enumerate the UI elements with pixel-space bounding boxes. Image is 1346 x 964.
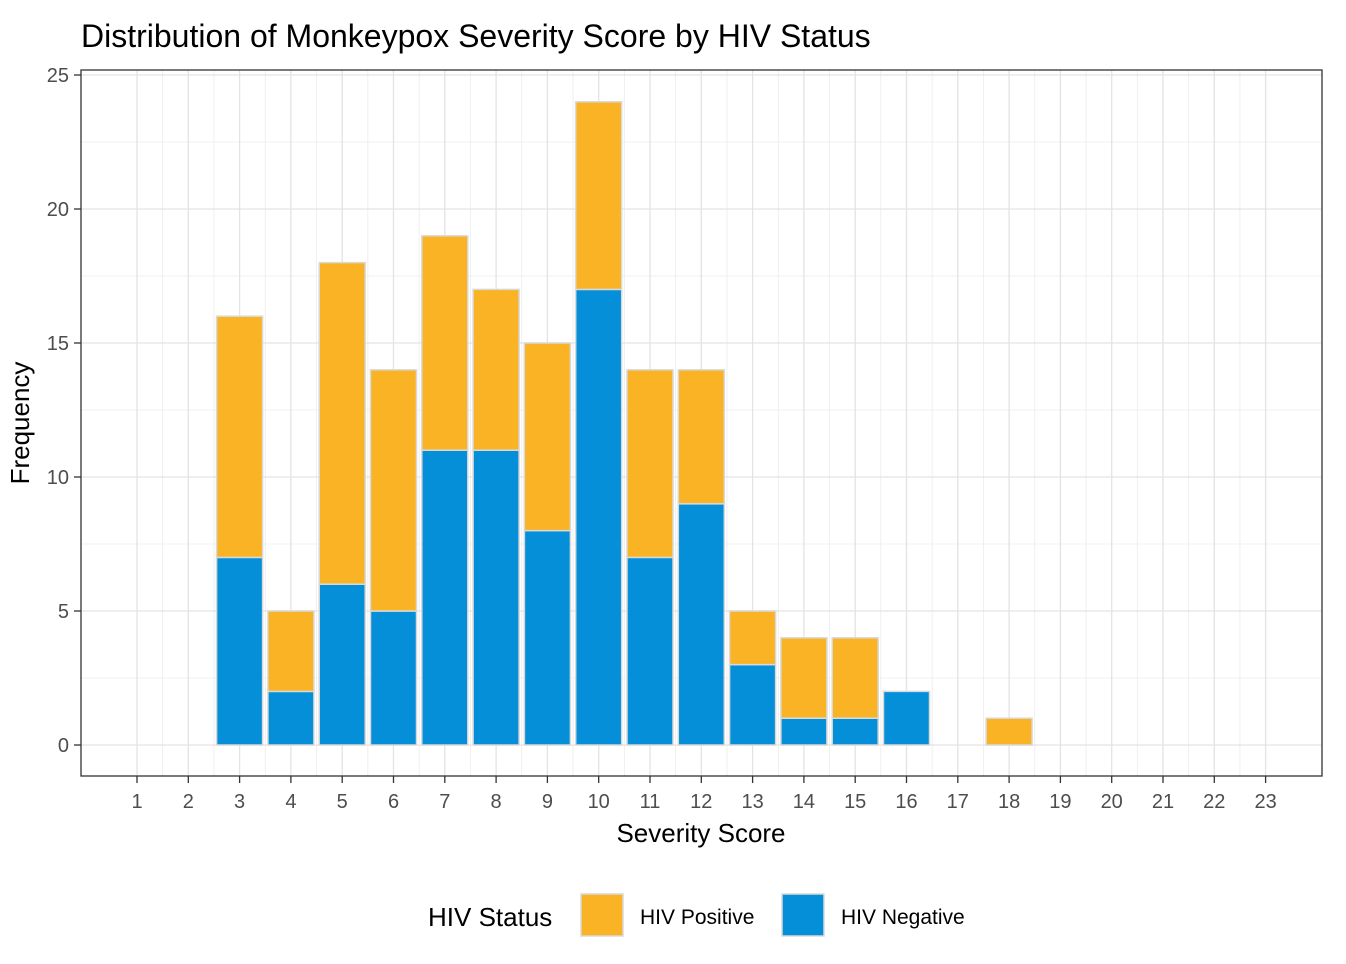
x-tick-label: 9	[542, 791, 553, 813]
bar-hiv-negative-6	[369, 610, 418, 746]
x-tick-label: 1	[131, 791, 142, 813]
y-axis: 0 5 10 15 20 25	[47, 65, 81, 757]
legend-label-hiv-positive: HIV Positive	[640, 906, 754, 929]
y-tick-label: 25	[47, 65, 69, 87]
bar-hiv-positive-6	[369, 369, 418, 612]
bar-hiv-positive-11	[626, 369, 674, 559]
x-axis: 1 2 3 4 5 6 7 8 9 10 11 12 13 14 15 16 17 18 19 20 21 22 23	[131, 776, 1277, 813]
bar-hiv-positive-4	[267, 610, 315, 693]
bar-hiv-positive-8	[472, 288, 520, 451]
bar-hiv-negative-3	[215, 556, 264, 746]
bar-hiv-positive-9	[523, 342, 572, 532]
bars	[215, 101, 1033, 746]
x-tick-label: 19	[1049, 791, 1071, 813]
bar-hiv-negative-9	[523, 529, 572, 746]
x-tick-label: 6	[388, 791, 399, 813]
x-tick-label: 13	[741, 791, 763, 813]
bar-hiv-negative-16	[882, 690, 931, 746]
legend-swatch-hiv-negative	[781, 893, 825, 937]
bar-hiv-positive-5	[318, 261, 366, 585]
x-tick-label: 14	[793, 791, 815, 813]
bar-hiv-positive-3	[215, 315, 264, 559]
y-tick-label: 15	[47, 333, 69, 355]
bar-hiv-negative-15	[831, 717, 879, 746]
y-tick-label: 10	[47, 467, 69, 489]
x-tick-label: 20	[1101, 791, 1123, 813]
legend-title: HIV Status	[428, 902, 552, 932]
bar-hiv-positive-13	[728, 610, 777, 666]
x-tick-label: 11	[640, 791, 661, 813]
x-tick-label: 12	[690, 791, 712, 813]
x-tick-label: 23	[1254, 791, 1276, 813]
chart-title: Distribution of Monkeypox Severity Score…	[81, 18, 871, 54]
bar-hiv-negative-10	[574, 288, 623, 746]
x-tick-label: 3	[234, 791, 245, 813]
bar-hiv-positive-12	[677, 369, 726, 505]
x-axis-title: Severity Score	[616, 818, 785, 848]
legend-label-hiv-negative: HIV Negative	[841, 906, 965, 929]
x-tick-label: 15	[844, 791, 866, 813]
x-tick-label: 7	[439, 791, 450, 813]
bar-hiv-negative-4	[267, 690, 315, 746]
bar-hiv-negative-7	[421, 449, 469, 746]
y-axis-title: Frequency	[5, 362, 35, 485]
bar-hiv-positive-7	[421, 235, 469, 451]
legend-swatch-hiv-positive	[580, 893, 624, 937]
x-tick-label: 16	[895, 791, 917, 813]
x-tick-label: 4	[285, 791, 296, 813]
x-tick-label: 10	[588, 791, 610, 813]
x-tick-label: 17	[947, 791, 969, 813]
x-tick-label: 18	[998, 791, 1020, 813]
y-tick-label: 0	[58, 735, 69, 757]
x-tick-label: 22	[1203, 791, 1225, 813]
x-tick-label: 2	[183, 791, 194, 813]
bar-hiv-negative-8	[472, 449, 520, 746]
x-tick-label: 8	[491, 791, 502, 813]
x-tick-label: 5	[337, 791, 348, 813]
bar-hiv-negative-5	[318, 583, 366, 746]
x-tick-label: 21	[1152, 791, 1174, 813]
y-tick-label: 5	[58, 601, 69, 623]
y-tick-label: 20	[47, 199, 69, 221]
bar-hiv-negative-11	[626, 556, 674, 746]
legend: HIV Status HIV Positive HIV Negative	[428, 893, 965, 937]
bar-hiv-positive-15	[831, 637, 879, 719]
bar-hiv-positive-18	[985, 717, 1033, 746]
bar-hiv-negative-14	[780, 717, 828, 746]
bar-hiv-positive-10	[574, 101, 623, 291]
bar-hiv-negative-13	[728, 663, 777, 746]
bar-hiv-positive-14	[780, 637, 828, 719]
plot-panel	[80, 69, 1323, 777]
bar-hiv-negative-12	[677, 503, 726, 746]
